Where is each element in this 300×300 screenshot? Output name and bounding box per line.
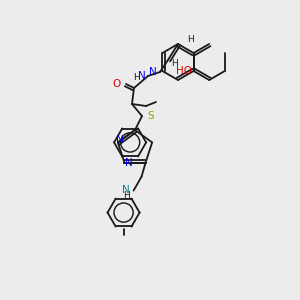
Text: HO: HO <box>176 66 192 76</box>
Text: H: H <box>123 191 130 200</box>
Text: N: N <box>116 135 124 146</box>
Text: N: N <box>138 71 146 81</box>
Text: H: H <box>187 34 194 43</box>
Text: N: N <box>122 184 130 195</box>
Text: N: N <box>124 158 132 168</box>
Text: S: S <box>147 111 154 121</box>
Text: H: H <box>171 58 178 68</box>
Text: H: H <box>133 74 140 82</box>
Text: N: N <box>149 67 157 77</box>
Text: O: O <box>113 79 121 89</box>
